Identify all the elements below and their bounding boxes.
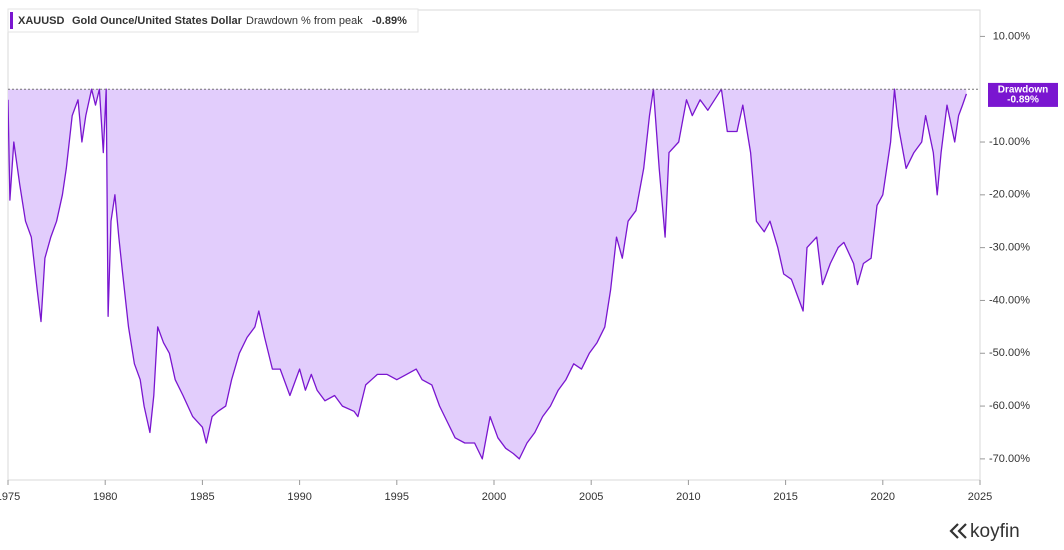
x-tick-label: 1985 <box>190 491 214 503</box>
badge-value: -0.89% <box>1007 95 1039 106</box>
y-tick-label: -30.00% <box>989 242 1030 254</box>
legend-box <box>7 8 419 33</box>
legend-description: Gold Ounce/United States Dollar <box>72 15 243 27</box>
legend-swatch <box>10 12 13 29</box>
y-tick-label: 10.00% <box>993 30 1031 42</box>
y-tick-label: -40.00% <box>989 294 1030 306</box>
brand-logo: koyfin <box>949 521 1020 542</box>
area-fill <box>8 89 967 459</box>
y-tick-label: -50.00% <box>989 347 1030 359</box>
legend-value: -0.89% <box>372 15 407 27</box>
x-tick-label: 2005 <box>579 491 603 503</box>
legend-metric: Drawdown % from peak <box>246 15 363 27</box>
x-tick-label: 1990 <box>287 491 311 503</box>
y-tick-label: -70.00% <box>989 453 1030 465</box>
brand-name: koyfin <box>970 521 1020 542</box>
x-tick-label: 2015 <box>773 491 797 503</box>
x-tick-label: 2025 <box>968 491 992 503</box>
x-tick-label: 2010 <box>676 491 700 503</box>
badge-name: Drawdown <box>998 85 1049 96</box>
x-tick-label: 1980 <box>93 491 117 503</box>
plot <box>8 88 968 460</box>
y-tick-label: -60.00% <box>989 400 1030 412</box>
last-value-badge <box>988 82 1058 107</box>
brand-icon <box>949 523 967 539</box>
x-tick-label: 2000 <box>482 491 506 503</box>
y-tick-label: -10.00% <box>989 136 1030 148</box>
y-tick-label: -20.00% <box>989 189 1030 201</box>
x-tick-label: 1975 <box>0 491 20 503</box>
area-line <box>8 88 968 460</box>
x-tick-label: 2020 <box>871 491 895 503</box>
x-tick-label: 1995 <box>385 491 409 503</box>
legend-symbol: XAUUSD <box>18 15 65 27</box>
